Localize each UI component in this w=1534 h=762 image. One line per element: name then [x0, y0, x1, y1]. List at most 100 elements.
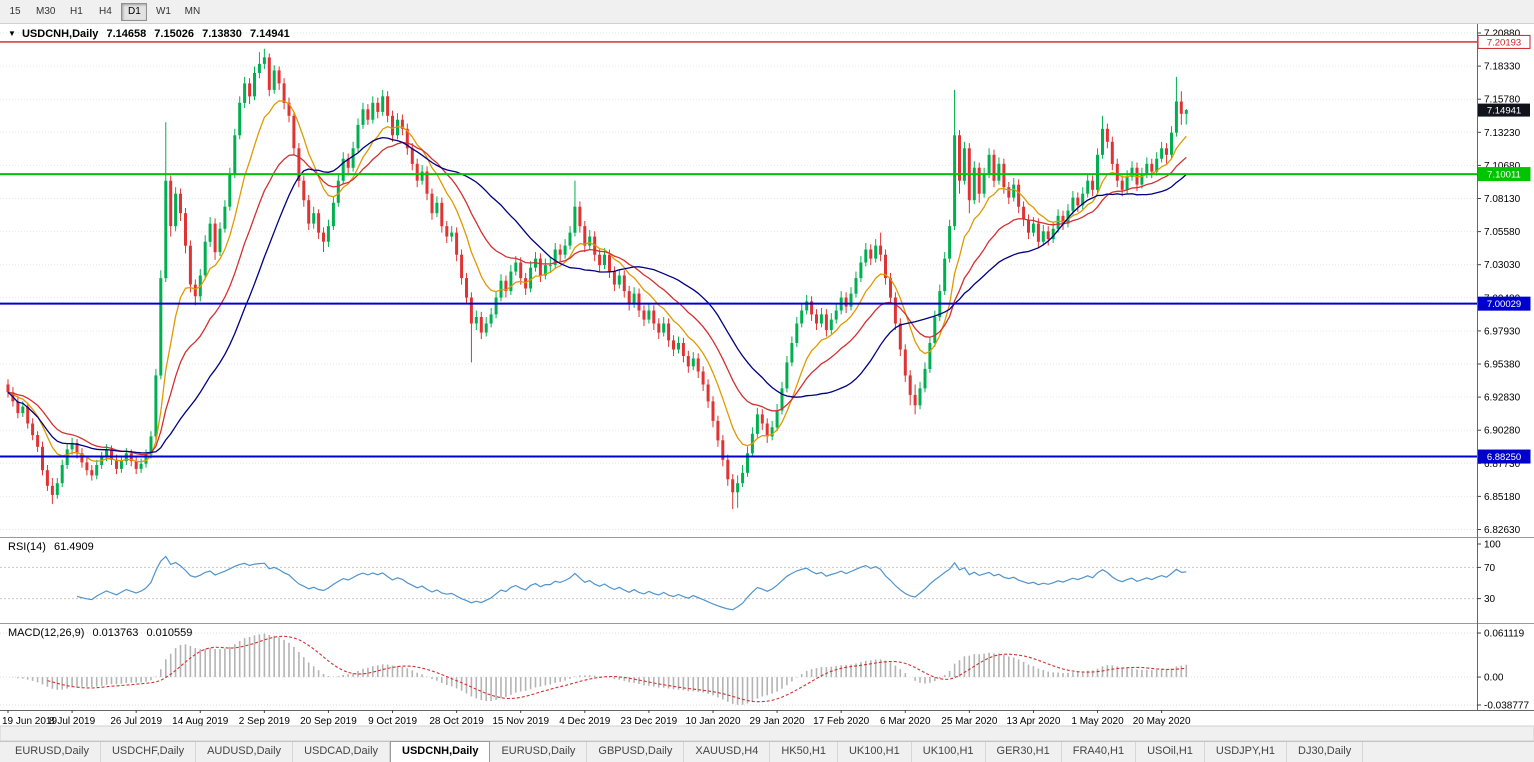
timeframe-button-D1[interactable]: D1 — [121, 2, 148, 21]
svg-text:17 Feb 2020: 17 Feb 2020 — [813, 716, 870, 727]
horizontal-scrollbar[interactable] — [0, 725, 1534, 741]
svg-text:6.90280: 6.90280 — [1484, 426, 1521, 437]
chart-tab-FRA40,H1[interactable]: FRA40,H1 — [1061, 742, 1137, 762]
chart-tab-USOil,H1[interactable]: USOil,H1 — [1136, 742, 1205, 762]
ma-layer — [7, 100, 1187, 463]
chart-tab-UK100,H1[interactable]: UK100,H1 — [837, 742, 912, 762]
svg-text:7.10011: 7.10011 — [1487, 170, 1521, 181]
svg-text:8 Jul 2019: 8 Jul 2019 — [49, 716, 96, 727]
svg-text:1 May 2020: 1 May 2020 — [1071, 716, 1124, 727]
macd-name: MACD(12,26,9) — [8, 627, 85, 639]
rsi-axis-label: 70 — [1484, 563, 1496, 574]
hline-price-label: 7.10011 — [1477, 167, 1531, 182]
chart-tab-USDCAD,Daily[interactable]: USDCAD,Daily — [293, 742, 391, 762]
chart-tab-AUDUSD,Daily[interactable]: AUDUSD,Daily — [196, 742, 294, 762]
ohlc-low: 7.13830 — [202, 28, 242, 40]
chart-canvas[interactable]: 7.20880 7.18330 7.15780 7.13230 7.10680 7.081… — [0, 24, 1534, 741]
hline-price-label: 7.00029 — [1477, 296, 1531, 311]
svg-text:7.20880: 7.20880 — [1484, 29, 1521, 40]
timeframe-button-H4[interactable]: H4 — [99, 5, 112, 17]
chart-tab-UK100,H1[interactable]: UK100,H1 — [911, 742, 986, 762]
svg-text:19 Jun 2019: 19 Jun 2019 — [2, 716, 57, 727]
svg-text:14 Aug 2019: 14 Aug 2019 — [172, 716, 229, 727]
hline-price-label: 6.88250 — [1477, 449, 1531, 464]
rsi-name: RSI(14) — [8, 541, 46, 553]
svg-text:23 Dec 2019: 23 Dec 2019 — [621, 716, 678, 727]
svg-text:6.85180: 6.85180 — [1484, 492, 1521, 503]
svg-text:6.87730: 6.87730 — [1484, 459, 1521, 470]
macd-value-signal: 0.010559 — [146, 627, 193, 639]
svg-text:7.14941: 7.14941 — [1487, 106, 1521, 117]
svg-text:6 Mar 2020: 6 Mar 2020 — [880, 716, 931, 727]
chart-window: 7.20880 7.18330 7.15780 7.13230 7.10680 7.081… — [0, 24, 1534, 741]
svg-text:7.20193: 7.20193 — [1487, 37, 1521, 48]
ohlc-high: 7.15026 — [154, 28, 195, 40]
svg-text:20 May 2020: 20 May 2020 — [1133, 716, 1191, 727]
chart-tab-DJ30,Daily[interactable]: DJ30,Daily — [1287, 742, 1364, 762]
timeframe-button-MN[interactable]: MN — [184, 5, 201, 17]
chart-tab-XAUUSD,H4[interactable]: XAUUSD,H4 — [684, 742, 771, 762]
svg-text:13 Apr 2020: 13 Apr 2020 — [1006, 716, 1060, 727]
timeframe-button-W1[interactable]: W1 — [155, 5, 171, 17]
macd-histogram — [12, 633, 1188, 705]
chart-tab-bar: EURUSD,Daily USDCHF,Daily AUDUSD,Daily USDC… — [0, 741, 1534, 762]
svg-text:6.95380: 6.95380 — [1484, 360, 1521, 371]
svg-text:7.10680: 7.10680 — [1484, 161, 1521, 172]
rsi-indicator-label: RSI(14) 61.4909 — [8, 541, 99, 553]
chart-tab-EURUSD,Daily[interactable]: EURUSD,Daily — [4, 742, 101, 762]
chart-tab-HK50,H1[interactable]: HK50,H1 — [770, 742, 838, 762]
chart-title: ▼ USDCNH,Daily 7.14658 7.15026 7.13830 7… — [8, 28, 295, 40]
rsi-line — [76, 555, 1187, 611]
chart-tab-GER30,H1[interactable]: GER30,H1 — [985, 742, 1062, 762]
svg-text:20 Sep 2019: 20 Sep 2019 — [300, 716, 357, 727]
timeframe-toolbar: 15 M30 H1 H4 D1 W1 MN — [0, 0, 1534, 24]
chart-tab-USDJPY,H1[interactable]: USDJPY,H1 — [1204, 742, 1288, 762]
svg-text:6.82630: 6.82630 — [1484, 525, 1521, 536]
macd-axis-label: 0.061119 — [1484, 629, 1525, 640]
macd-axis-label: -0.038777 — [1484, 701, 1529, 712]
svg-text:7.03030: 7.03030 — [1484, 260, 1521, 271]
svg-text:9 Oct 2019: 9 Oct 2019 — [368, 716, 417, 727]
candles-layer — [6, 48, 1188, 510]
svg-text:10 Jan 2020: 10 Jan 2020 — [685, 716, 740, 727]
chart-menu-icon[interactable]: ▼ — [8, 29, 16, 38]
svg-text:6.97930: 6.97930 — [1484, 326, 1521, 337]
svg-text:7.15780: 7.15780 — [1484, 95, 1521, 106]
current-price-label: 7.14941 — [1478, 103, 1530, 117]
svg-text:15 Nov 2019: 15 Nov 2019 — [492, 716, 549, 727]
macd-signal-line — [47, 635, 1187, 703]
timeframe-button-M30[interactable]: M30 — [36, 5, 56, 17]
svg-text:2 Sep 2019: 2 Sep 2019 — [239, 716, 291, 727]
svg-text:7.13230: 7.13230 — [1484, 128, 1521, 139]
chart-tab-GBPUSD,Daily[interactable]: GBPUSD,Daily — [587, 742, 685, 762]
svg-text:26 Jul 2019: 26 Jul 2019 — [110, 716, 162, 727]
ohlc-close: 7.14941 — [249, 28, 290, 40]
chart-tab-USDCHF,Daily[interactable]: USDCHF,Daily — [100, 742, 197, 762]
macd-value-main: 0.013763 — [92, 627, 139, 639]
ma-fast-orange — [7, 100, 1187, 463]
chart-tab-USDCNH,Daily[interactable]: USDCNH,Daily — [390, 741, 491, 762]
ma-mid-red — [7, 141, 1187, 456]
svg-text:7.08130: 7.08130 — [1484, 194, 1521, 205]
rsi-axis-label: 100 — [1484, 540, 1501, 551]
svg-text:6.88250: 6.88250 — [1487, 452, 1521, 463]
svg-text:7.00029: 7.00029 — [1487, 299, 1521, 310]
ma-slow-blue — [7, 136, 1187, 454]
chart-tab-EURUSD,Daily[interactable]: EURUSD,Daily — [490, 742, 588, 762]
svg-text:29 Jan 2020: 29 Jan 2020 — [750, 716, 805, 727]
rsi-axis-label: 30 — [1484, 594, 1496, 605]
svg-text:7.05580: 7.05580 — [1484, 227, 1521, 238]
macd-indicator-label: MACD(12,26,9) 0.013763 0.010559 — [8, 627, 197, 639]
main-grid — [0, 32, 1477, 530]
timeframe-button-H1[interactable]: H1 — [70, 5, 83, 17]
svg-text:4 Dec 2019: 4 Dec 2019 — [559, 716, 611, 727]
macd-axis-label: 0.00 — [1484, 673, 1504, 684]
svg-text:25 Mar 2020: 25 Mar 2020 — [941, 716, 998, 727]
ohlc-open: 7.14658 — [106, 28, 147, 40]
timeframe-button-15[interactable]: 15 — [9, 5, 21, 17]
svg-text:6.92830: 6.92830 — [1484, 393, 1521, 404]
hline-price-label: 7.20193 — [1477, 34, 1531, 49]
svg-text:28 Oct 2019: 28 Oct 2019 — [429, 716, 484, 727]
